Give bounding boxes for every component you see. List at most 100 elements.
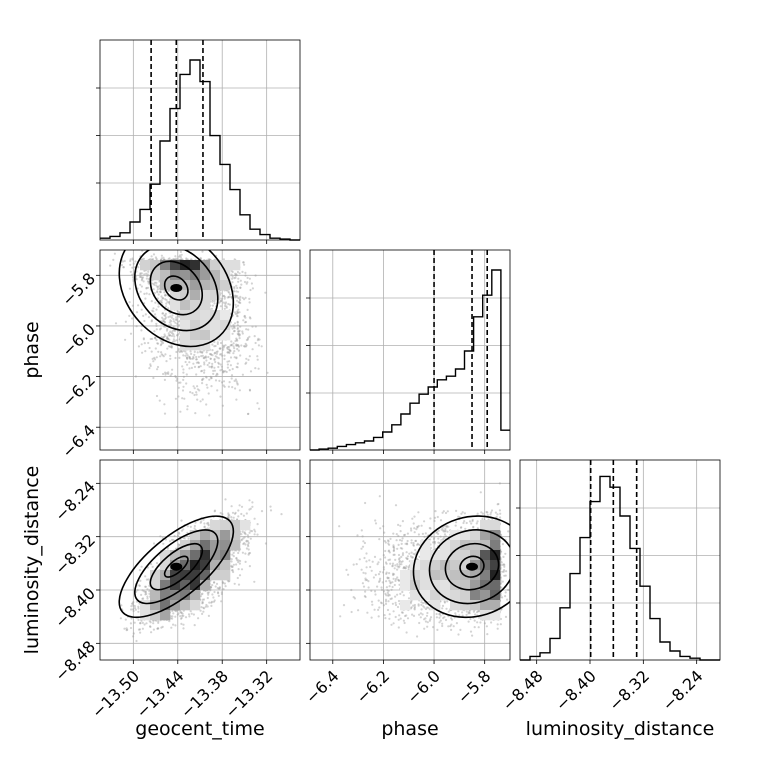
sample-point <box>245 512 248 515</box>
sample-point <box>201 351 204 354</box>
sample-point <box>144 313 147 316</box>
sample-point <box>222 348 225 351</box>
sample-point <box>253 335 256 338</box>
sample-point <box>222 371 225 374</box>
density-cell <box>170 260 181 271</box>
sample-point <box>231 511 235 514</box>
sample-point <box>146 588 149 591</box>
sample-point <box>258 338 261 341</box>
sample-point <box>178 532 181 535</box>
sample-point <box>222 345 226 348</box>
sample-point <box>167 345 170 348</box>
sample-point <box>236 321 239 324</box>
sample-point <box>185 352 188 355</box>
sample-point <box>171 329 174 333</box>
sample-point <box>244 560 247 564</box>
sample-point <box>161 312 164 315</box>
sample-point <box>144 297 147 300</box>
sample-point <box>248 335 251 338</box>
sample-point <box>176 314 179 317</box>
sample-point <box>146 273 149 276</box>
sample-point <box>229 344 232 347</box>
sample-point <box>213 358 216 361</box>
sample-point <box>244 533 247 536</box>
sample-point <box>142 338 145 341</box>
sample-point <box>162 318 165 321</box>
sample-point <box>280 513 283 516</box>
sample-point <box>199 351 202 354</box>
sample-point <box>248 355 251 358</box>
sample-point <box>173 340 176 343</box>
sample-point <box>135 278 138 281</box>
sample-point <box>162 355 165 358</box>
sample-point <box>186 356 189 359</box>
sample-point <box>213 352 216 355</box>
sample-point <box>203 369 206 372</box>
sample-point <box>178 350 181 354</box>
sample-point <box>170 331 173 334</box>
sample-point <box>170 334 174 338</box>
sample-point <box>209 586 213 589</box>
sample-point <box>163 378 166 381</box>
sample-point <box>152 288 155 291</box>
density-cell <box>220 260 231 271</box>
sample-point <box>237 561 240 564</box>
sample-point <box>235 365 238 369</box>
sample-point <box>168 300 171 304</box>
sample-point <box>244 345 248 348</box>
sample-point <box>228 303 231 306</box>
sample-point <box>219 347 222 350</box>
sample-point <box>192 355 195 359</box>
sample-point <box>239 559 242 563</box>
sample-point <box>237 559 240 562</box>
sample-point <box>137 610 140 613</box>
sample-point <box>170 320 173 323</box>
sample-point <box>155 257 158 260</box>
sample-point <box>129 259 132 263</box>
sample-point <box>211 584 214 587</box>
sample-point <box>190 366 193 369</box>
sample-point <box>139 579 142 582</box>
sample-point <box>153 358 157 361</box>
sample-point <box>109 264 112 267</box>
sample-point <box>159 339 163 342</box>
sample-point <box>214 379 218 382</box>
density-cell <box>180 270 191 281</box>
sample-point <box>203 522 206 525</box>
sample-point <box>135 311 139 314</box>
sample-point <box>166 547 169 550</box>
sample-point <box>236 327 239 330</box>
sample-point <box>125 627 128 630</box>
sample-point <box>243 314 246 318</box>
sample-point <box>247 545 250 548</box>
sample-point <box>232 345 235 348</box>
sample-point <box>177 544 180 547</box>
sample-point <box>186 405 189 408</box>
sample-point <box>157 621 160 625</box>
sample-point <box>138 275 142 278</box>
sample-point <box>238 297 241 300</box>
sample-point <box>182 354 185 357</box>
2d-panel-geocent-time-vs-phase <box>96 249 301 454</box>
sample-point <box>186 357 189 360</box>
sample-point <box>148 346 151 350</box>
sample-point <box>180 258 183 261</box>
sample-point <box>206 591 209 595</box>
sample-point <box>182 371 185 374</box>
sample-point <box>181 365 184 368</box>
sample-point <box>253 517 256 520</box>
sample-point <box>232 570 235 574</box>
sample-point <box>239 279 242 282</box>
sample-point <box>249 370 253 373</box>
sample-point <box>237 345 240 348</box>
sample-point <box>164 314 167 317</box>
sample-point <box>186 408 189 411</box>
sample-point <box>168 345 172 348</box>
sample-point <box>132 601 135 604</box>
sample-point <box>167 332 170 335</box>
sample-point <box>171 609 174 613</box>
sample-point <box>230 343 233 346</box>
sample-point <box>237 308 240 311</box>
sample-point <box>182 627 185 630</box>
